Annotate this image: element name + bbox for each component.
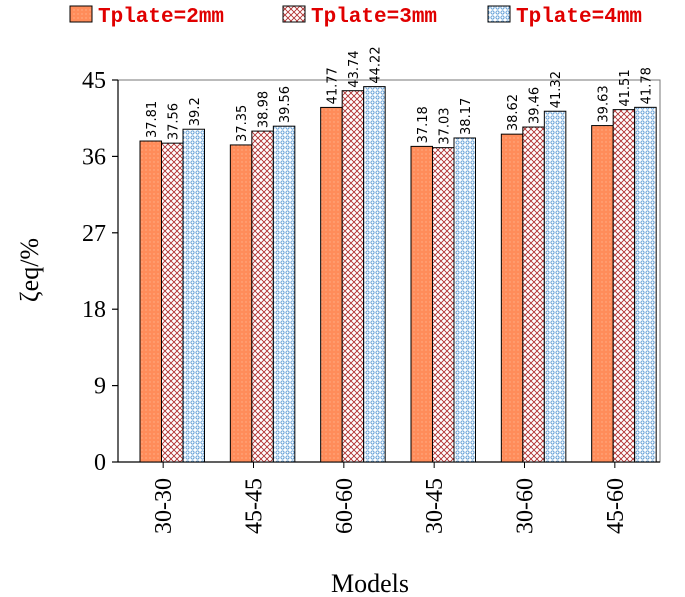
bar [432,147,455,463]
data-label: 37.35 [235,105,250,142]
bar [591,125,614,463]
bar [320,106,343,463]
data-label: 39.56 [278,86,293,123]
data-label: 41.78 [639,67,654,104]
data-label: 37.81 [145,101,160,138]
data-label: 39.46 [528,87,543,124]
data-label: 38.98 [257,91,272,128]
data-label: 37.03 [437,107,452,144]
x-axis-title: Models [331,569,409,597]
bar [410,145,433,463]
bar [229,144,253,463]
data-label: 43.74 [347,50,362,87]
y-tick-label: 9 [94,374,106,400]
y-tick-label: 27 [82,221,106,247]
data-label: 41.77 [325,67,340,104]
y-tick-label: 36 [82,144,106,170]
bar [182,128,205,463]
bar [161,142,184,463]
legend-swatch [487,5,511,23]
bar [612,109,636,463]
bar [363,86,386,463]
y-axis-title: ζeq/% [15,238,44,302]
bar [251,130,274,463]
data-label: 41.32 [549,71,564,108]
bar [522,126,545,463]
data-label: 37.56 [166,103,181,140]
bar [634,106,657,463]
bar [453,137,476,463]
x-tick-label: 45-45 [242,478,268,534]
y-tick-label: 18 [82,297,106,323]
legend-label: Tplate=3mm [311,6,437,29]
legend-swatch [69,5,93,23]
y-tick-label: 0 [94,450,106,476]
bar [543,110,567,463]
x-tick-label: 60-60 [332,478,358,534]
bar [139,140,162,463]
y-tick-label: 45 [82,68,106,94]
data-label: 39.63 [596,85,611,122]
legend-label: Tplate=2mm [98,6,224,29]
x-tick-label: 45-60 [603,478,629,534]
legend-label: Tplate=4mm [516,6,642,29]
legend: Tplate=2mm Tplate=3mm Tplate=4mm [69,5,642,29]
x-tick-label: 30-45 [422,478,448,534]
data-label: 38.62 [506,94,521,131]
bar [500,133,524,463]
bar [272,125,296,463]
x-tick-label: 30-60 [513,478,539,534]
data-label: 41.51 [618,69,633,106]
plot-area: 0 9 18 27 36 45 30-30 37.81 37.56 39.2 45-45 37.35 3… [82,46,661,534]
data-label: 38.17 [459,98,474,135]
data-label: 37.18 [416,106,431,143]
bar [341,90,365,463]
x-tick-label: 30-30 [151,478,177,534]
data-label: 44.22 [368,46,383,83]
data-label: 39.2 [188,97,203,126]
legend-swatch [282,5,306,23]
